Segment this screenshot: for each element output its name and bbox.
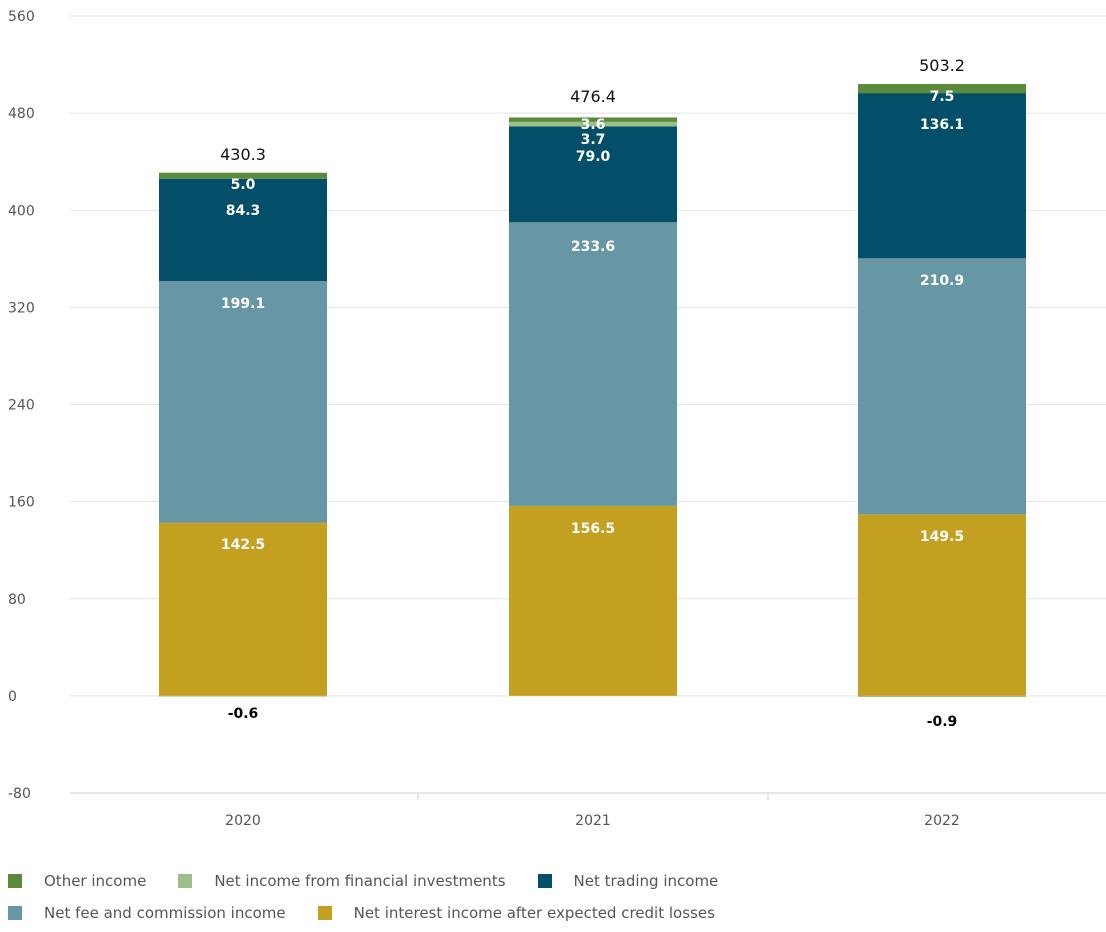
legend-item-trading-income: Net trading income (537, 872, 719, 890)
segment-value-label: 149.5 (920, 529, 964, 545)
bars (159, 83, 1026, 697)
legend-item-other-income: Other income (8, 872, 146, 890)
legend-row-1: Other income Net income from financial i… (8, 868, 1098, 894)
y-tick-label: 480 (8, 106, 35, 122)
y-tick-label: 0 (8, 689, 17, 705)
total-value-label: 476.4 (570, 87, 616, 106)
legend-swatch-other-income (8, 874, 22, 888)
legend-label-trading-income: Net trading income (573, 872, 719, 890)
y-tick-label: 320 (8, 300, 35, 316)
segment-value-label: 233.6 (571, 239, 615, 255)
bar-segment (858, 514, 1026, 696)
y-tick-label: -80 (8, 786, 31, 802)
bar-segment (858, 83, 1026, 94)
segment-value-label: 5.0 (231, 177, 256, 193)
bar-segment (159, 522, 327, 696)
legend-label-fee-commission: Net fee and commission income (44, 904, 286, 922)
bar-segment (159, 695, 327, 697)
legend-swatch-financial-investments (178, 874, 193, 888)
legend-label-interest-income: Net interest income after expected credi… (353, 904, 715, 922)
bar-segment (509, 126, 677, 223)
legend-label-other-income: Other income (44, 872, 147, 890)
bar-segment (509, 121, 677, 127)
total-value-label: 503.2 (919, 56, 965, 75)
legend-swatch-fee-commission (8, 906, 22, 920)
legend-row-2: Net fee and commission income Net intere… (8, 900, 1098, 926)
segment-value-label: 3.6 (581, 117, 606, 133)
segment-value-label: 79.0 (576, 149, 611, 165)
bar-segment (159, 178, 327, 282)
segment-value-label: 7.5 (930, 89, 955, 105)
y-axis: 560 480 400 320 240 160 80 0 -80 (8, 9, 35, 802)
bar-segment (159, 281, 327, 523)
legend-swatch-trading-income (537, 874, 552, 888)
segment-value-label: 210.9 (920, 273, 964, 289)
segment-value-label: 156.5 (571, 521, 615, 537)
bar-segment (858, 258, 1026, 515)
segment-value-label: 199.1 (221, 296, 265, 312)
bar-segment (159, 172, 327, 179)
y-tick-label: 400 (8, 203, 35, 219)
legend-item-financial-investments: Net income from financial investments (178, 872, 506, 890)
legend-item-interest-income: Net interest income after expected credi… (317, 904, 715, 922)
segment-value-label: 3.7 (581, 132, 606, 148)
segment-value-label: 84.3 (226, 203, 261, 219)
data-labels: 142.5 156.5 149.5 199.1 233.6 210.9 84.3 79.0 13… (220, 56, 965, 730)
legend-item-fee-commission: Net fee and commission income (8, 904, 286, 922)
segment-value-label: -0.6 (228, 706, 259, 722)
y-tick-label: 560 (8, 9, 35, 25)
x-tick-label: 2021 (575, 813, 611, 829)
bar-segment (858, 93, 1026, 259)
total-value-label: 430.3 (220, 145, 266, 164)
stacked-bar-chart: 560 480 400 320 240 160 80 0 -80 142.5 156.5 149.5… (8, 9, 1106, 829)
bar-segment (509, 117, 677, 122)
bar-segment (509, 222, 677, 506)
legend-swatch-interest-income (317, 906, 332, 920)
bar-segment (858, 695, 1026, 697)
bar-segment (509, 505, 677, 696)
legend-label-financial-investments: Net income from financial investments (214, 872, 506, 890)
y-tick-label: 240 (8, 398, 35, 414)
y-tick-label: 160 (8, 495, 35, 511)
segment-value-label: 136.1 (920, 117, 964, 133)
x-tick-label: 2020 (225, 813, 261, 829)
segment-value-label: -0.9 (927, 714, 958, 730)
segment-value-label: 142.5 (221, 537, 265, 553)
legend: Other income Net income from financial i… (8, 868, 1098, 932)
y-tick-label: 80 (8, 592, 26, 608)
x-axis: 2020 2021 2022 (225, 793, 960, 829)
x-tick-label: 2022 (924, 813, 960, 829)
